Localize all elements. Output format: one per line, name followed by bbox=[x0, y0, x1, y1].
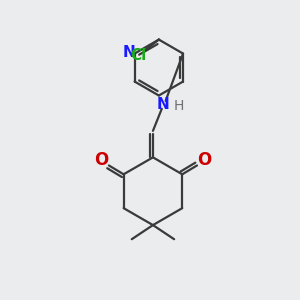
Text: H: H bbox=[173, 99, 184, 113]
Text: N: N bbox=[157, 97, 169, 112]
Text: Cl: Cl bbox=[130, 48, 146, 63]
Text: O: O bbox=[197, 152, 212, 169]
Text: O: O bbox=[94, 152, 108, 169]
Text: N: N bbox=[123, 45, 136, 60]
